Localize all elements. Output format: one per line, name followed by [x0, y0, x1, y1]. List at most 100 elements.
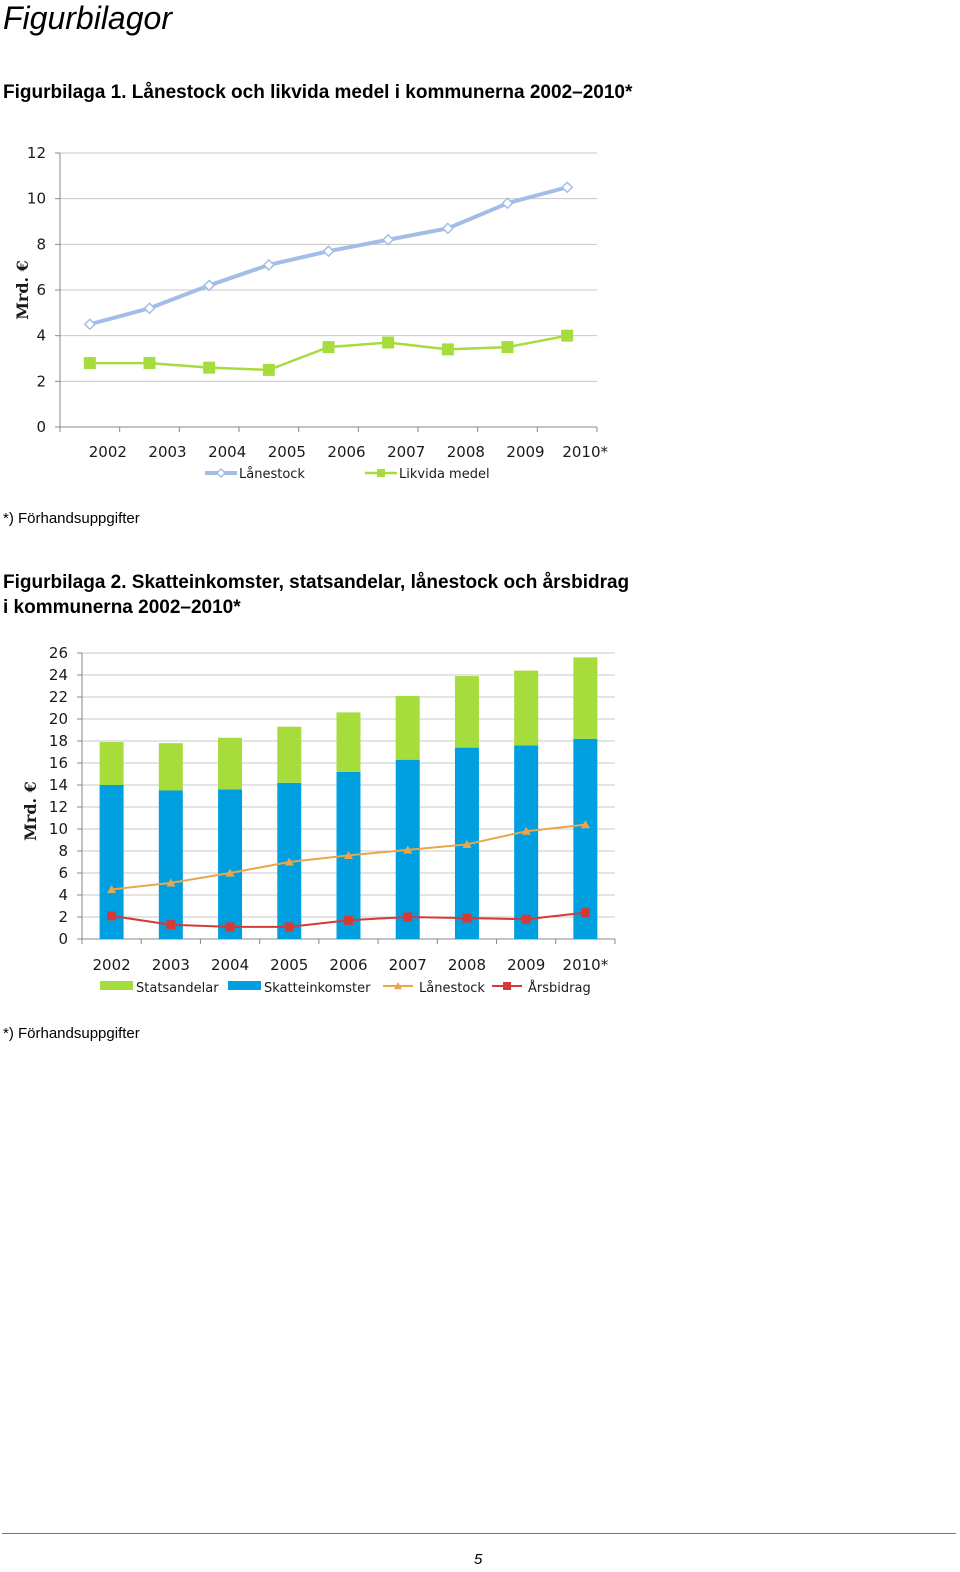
- bar-skatteinkomster: [218, 789, 243, 939]
- legend-swatch: [228, 981, 261, 990]
- y-tick-label: 2: [58, 908, 68, 926]
- legend-label: Likvida medel: [399, 467, 490, 482]
- y-tick-label: 26: [49, 644, 68, 662]
- bar-statsandelar: [514, 670, 539, 746]
- y-tick-label: 10: [49, 820, 68, 838]
- legend-label: Statsandelar: [136, 981, 219, 996]
- data-point: [203, 361, 216, 374]
- data-point: [403, 912, 413, 922]
- data-point: [83, 357, 96, 370]
- x-tick-label: 2007: [387, 443, 425, 461]
- data-point: [501, 197, 514, 210]
- x-tick-label: 2006: [327, 443, 365, 461]
- y-tick-label: 24: [49, 666, 68, 684]
- data-point: [382, 233, 395, 246]
- data-point: [382, 336, 395, 349]
- y-tick-label: 8: [58, 842, 68, 860]
- bar-statsandelar: [218, 737, 243, 790]
- x-tick-label: 2006: [329, 956, 367, 974]
- data-point: [262, 258, 275, 271]
- figure2-note: *) Förhandsuppgifter: [3, 1025, 140, 1042]
- y-tick-label: 14: [49, 776, 68, 794]
- bar-skatteinkomster: [573, 738, 598, 939]
- bar-statsandelar: [573, 657, 598, 739]
- data-point: [143, 357, 156, 370]
- data-point: [441, 222, 454, 235]
- legend-marker: [503, 982, 511, 990]
- y-tick-label: 16: [49, 754, 68, 772]
- x-tick-label: 2003: [148, 443, 186, 461]
- x-tick-label: 2008: [447, 443, 485, 461]
- bar-statsandelar: [158, 743, 183, 791]
- data-point: [322, 245, 335, 258]
- y-tick-label: 12: [27, 144, 46, 162]
- y-tick-label: 6: [36, 281, 46, 299]
- legend-label: Skatteinkomster: [264, 981, 371, 996]
- data-point: [561, 329, 574, 342]
- bar-statsandelar: [454, 676, 479, 748]
- bar-statsandelar: [395, 695, 420, 760]
- figure1-note: *) Förhandsuppgifter: [3, 510, 140, 527]
- data-point: [344, 915, 353, 925]
- data-point: [580, 908, 590, 918]
- data-point: [580, 820, 590, 829]
- x-tick-label: 2003: [152, 956, 190, 974]
- legend-marker: [394, 982, 402, 990]
- figure1-title: Figurbilaga 1. Lånestock och likvida med…: [3, 82, 633, 103]
- figure2-title-line2: i kommunerna 2002–2010*: [3, 597, 241, 618]
- data-point: [441, 343, 454, 356]
- x-tick-label: 2005: [270, 956, 308, 974]
- data-point: [143, 302, 156, 315]
- legend-label: Lånestock: [239, 467, 305, 482]
- x-tick-label: 2004: [211, 956, 249, 974]
- data-point: [284, 922, 294, 932]
- x-tick-label: 2002: [89, 443, 127, 461]
- figure1-chart: 0 2 4 6 8 10 12 2002 2003 2004 2005 2006 2007 2008 200…: [13, 144, 608, 482]
- x-tick-label: 2009: [507, 956, 545, 974]
- footer-divider: [2, 1533, 956, 1534]
- data-point: [225, 922, 235, 932]
- data-point: [462, 839, 472, 848]
- y-axis-label: Mrd. €: [21, 781, 40, 841]
- x-tick-label: 2010*: [562, 443, 608, 461]
- bar-skatteinkomster: [514, 745, 539, 939]
- y-tick-label: 0: [58, 930, 68, 948]
- y-tick-label: 2: [36, 372, 46, 390]
- y-tick-label: 10: [27, 190, 46, 208]
- y-tick-label: 18: [49, 732, 68, 750]
- y-tick-label: 6: [58, 864, 68, 882]
- x-tick-label: 2005: [268, 443, 306, 461]
- page-number: 5: [474, 1551, 483, 1568]
- x-tick-label: 2009: [506, 443, 544, 461]
- data-point: [203, 279, 216, 292]
- y-tick-label: 12: [49, 798, 68, 816]
- data-point: [262, 363, 275, 376]
- data-point: [107, 885, 117, 894]
- legend-label: Årsbidrag: [528, 980, 591, 996]
- y-tick-label: 8: [36, 235, 46, 253]
- x-tick-label: 2010*: [563, 956, 609, 974]
- data-point: [322, 341, 335, 354]
- y-tick-label: 4: [58, 886, 68, 904]
- data-point: [521, 914, 531, 924]
- data-point: [284, 857, 294, 866]
- y-axis-label: Mrd. €: [13, 260, 32, 320]
- x-tick-label: 2002: [93, 956, 131, 974]
- legend-label: Lånestock: [419, 981, 485, 996]
- y-tick-label: 4: [36, 327, 46, 345]
- legend-marker: [377, 469, 385, 477]
- data-point: [166, 878, 176, 887]
- data-point: [344, 850, 353, 859]
- legend-marker: [215, 467, 227, 479]
- x-tick-label: 2008: [448, 956, 486, 974]
- x-tick-label: 2007: [389, 956, 427, 974]
- data-point: [561, 181, 574, 194]
- data-point: [462, 913, 472, 923]
- data-point: [107, 911, 117, 921]
- legend-swatch: [100, 981, 133, 990]
- y-tick-label: 22: [49, 688, 68, 706]
- data-point: [225, 868, 235, 877]
- page-heading: Figurbilagor: [3, 0, 172, 36]
- bar-statsandelar: [336, 712, 361, 772]
- bar-skatteinkomster: [158, 790, 183, 939]
